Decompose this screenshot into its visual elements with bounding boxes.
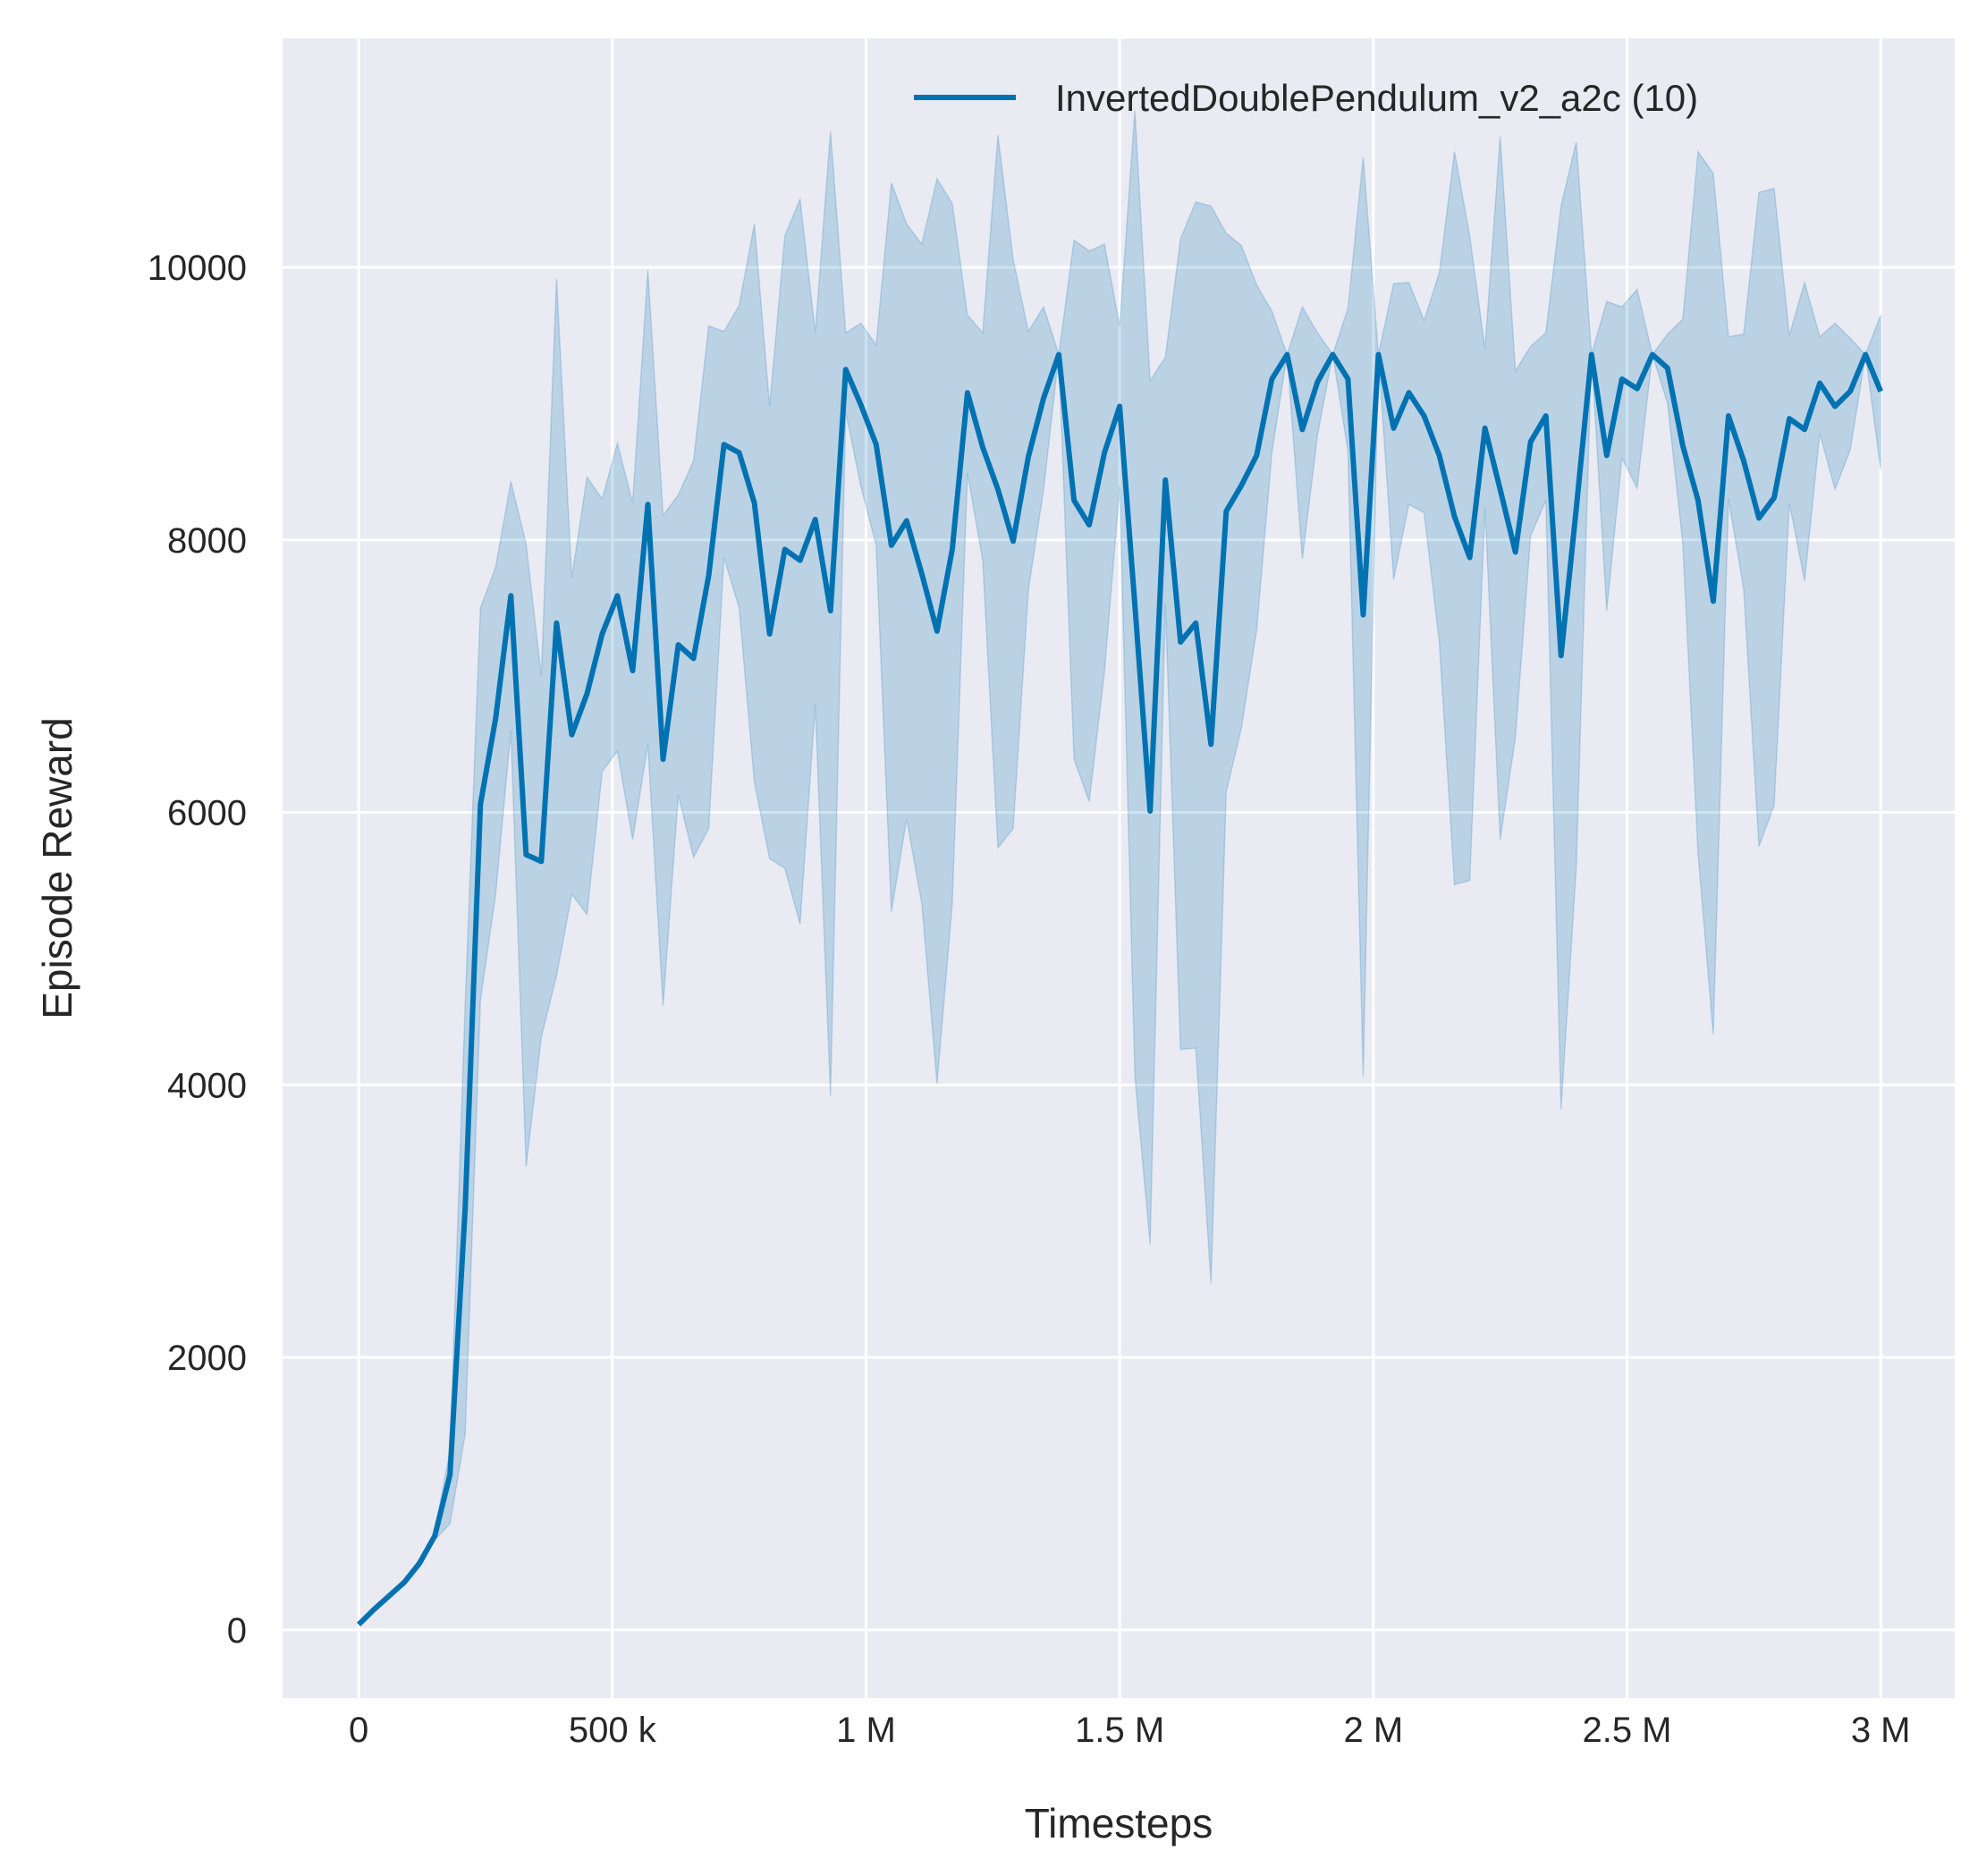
x-tick-label: 0 bbox=[349, 1711, 368, 1750]
legend-label: InvertedDoublePendulum_v2_a2c (10) bbox=[1055, 77, 1698, 119]
y-tick-label: 4000 bbox=[167, 1066, 247, 1105]
y-tick-label: 10000 bbox=[148, 249, 247, 288]
y-tick-label: 0 bbox=[227, 1611, 247, 1651]
y-tick-label: 6000 bbox=[167, 794, 247, 833]
legend: InvertedDoublePendulum_v2_a2c (10) bbox=[914, 77, 1698, 119]
y-tick-labels: 0 2000 4000 6000 8000 10000 bbox=[148, 249, 247, 1651]
series-group bbox=[356, 110, 1883, 1627]
y-axis-label: Episode Reward bbox=[34, 717, 80, 1019]
x-tick-label: 2 M bbox=[1343, 1711, 1403, 1750]
y-tick-label: 2000 bbox=[167, 1339, 247, 1378]
x-tick-label: 1.5 M bbox=[1075, 1711, 1164, 1750]
y-tick-label: 8000 bbox=[167, 521, 247, 561]
x-tick-label: 3 M bbox=[1851, 1711, 1911, 1750]
gridlines bbox=[283, 38, 1955, 1698]
x-tick-label: 500 k bbox=[569, 1711, 657, 1750]
x-axis-label: Timesteps bbox=[1025, 1800, 1213, 1846]
x-tick-labels: 0 500 k 1 M 1.5 M 2 M 2.5 M 3 M bbox=[349, 1711, 1911, 1750]
x-tick-label: 2.5 M bbox=[1582, 1711, 1671, 1750]
x-tick-label: 1 M bbox=[836, 1711, 896, 1750]
